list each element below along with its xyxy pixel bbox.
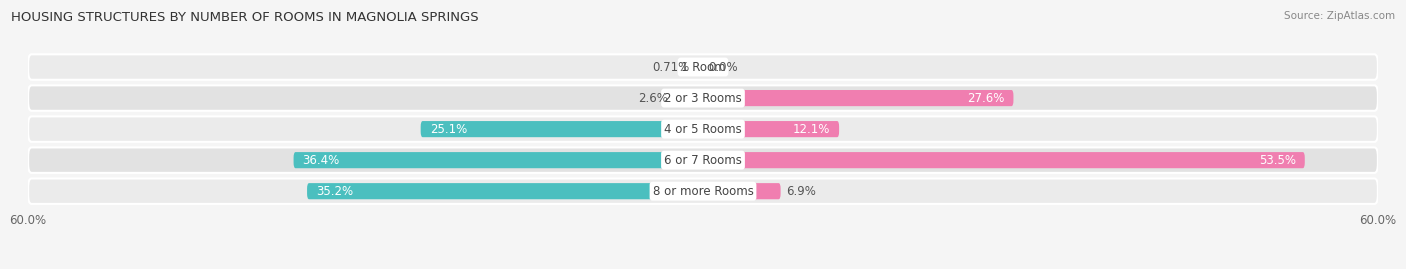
FancyBboxPatch shape <box>673 90 703 106</box>
Text: 6 or 7 Rooms: 6 or 7 Rooms <box>664 154 742 167</box>
FancyBboxPatch shape <box>695 59 703 75</box>
Text: 25.1%: 25.1% <box>430 123 467 136</box>
Text: 0.0%: 0.0% <box>709 61 738 73</box>
FancyBboxPatch shape <box>703 183 780 199</box>
Text: 4 or 5 Rooms: 4 or 5 Rooms <box>664 123 742 136</box>
Text: 8 or more Rooms: 8 or more Rooms <box>652 185 754 198</box>
FancyBboxPatch shape <box>703 90 1014 106</box>
FancyBboxPatch shape <box>28 85 1378 111</box>
FancyBboxPatch shape <box>28 54 1378 80</box>
FancyBboxPatch shape <box>420 121 703 137</box>
Text: 12.1%: 12.1% <box>793 123 830 136</box>
FancyBboxPatch shape <box>28 178 1378 204</box>
Text: 36.4%: 36.4% <box>302 154 340 167</box>
FancyBboxPatch shape <box>703 152 1305 168</box>
Text: 1 Room: 1 Room <box>681 61 725 73</box>
Text: 2.6%: 2.6% <box>638 91 668 105</box>
Text: HOUSING STRUCTURES BY NUMBER OF ROOMS IN MAGNOLIA SPRINGS: HOUSING STRUCTURES BY NUMBER OF ROOMS IN… <box>11 11 479 24</box>
Text: 35.2%: 35.2% <box>316 185 353 198</box>
Text: 2 or 3 Rooms: 2 or 3 Rooms <box>664 91 742 105</box>
Text: 6.9%: 6.9% <box>786 185 815 198</box>
FancyBboxPatch shape <box>28 147 1378 173</box>
FancyBboxPatch shape <box>307 183 703 199</box>
FancyBboxPatch shape <box>28 116 1378 142</box>
FancyBboxPatch shape <box>703 121 839 137</box>
Text: 27.6%: 27.6% <box>967 91 1004 105</box>
Text: Source: ZipAtlas.com: Source: ZipAtlas.com <box>1284 11 1395 21</box>
FancyBboxPatch shape <box>294 152 703 168</box>
Text: 0.71%: 0.71% <box>652 61 689 73</box>
Text: 53.5%: 53.5% <box>1258 154 1296 167</box>
